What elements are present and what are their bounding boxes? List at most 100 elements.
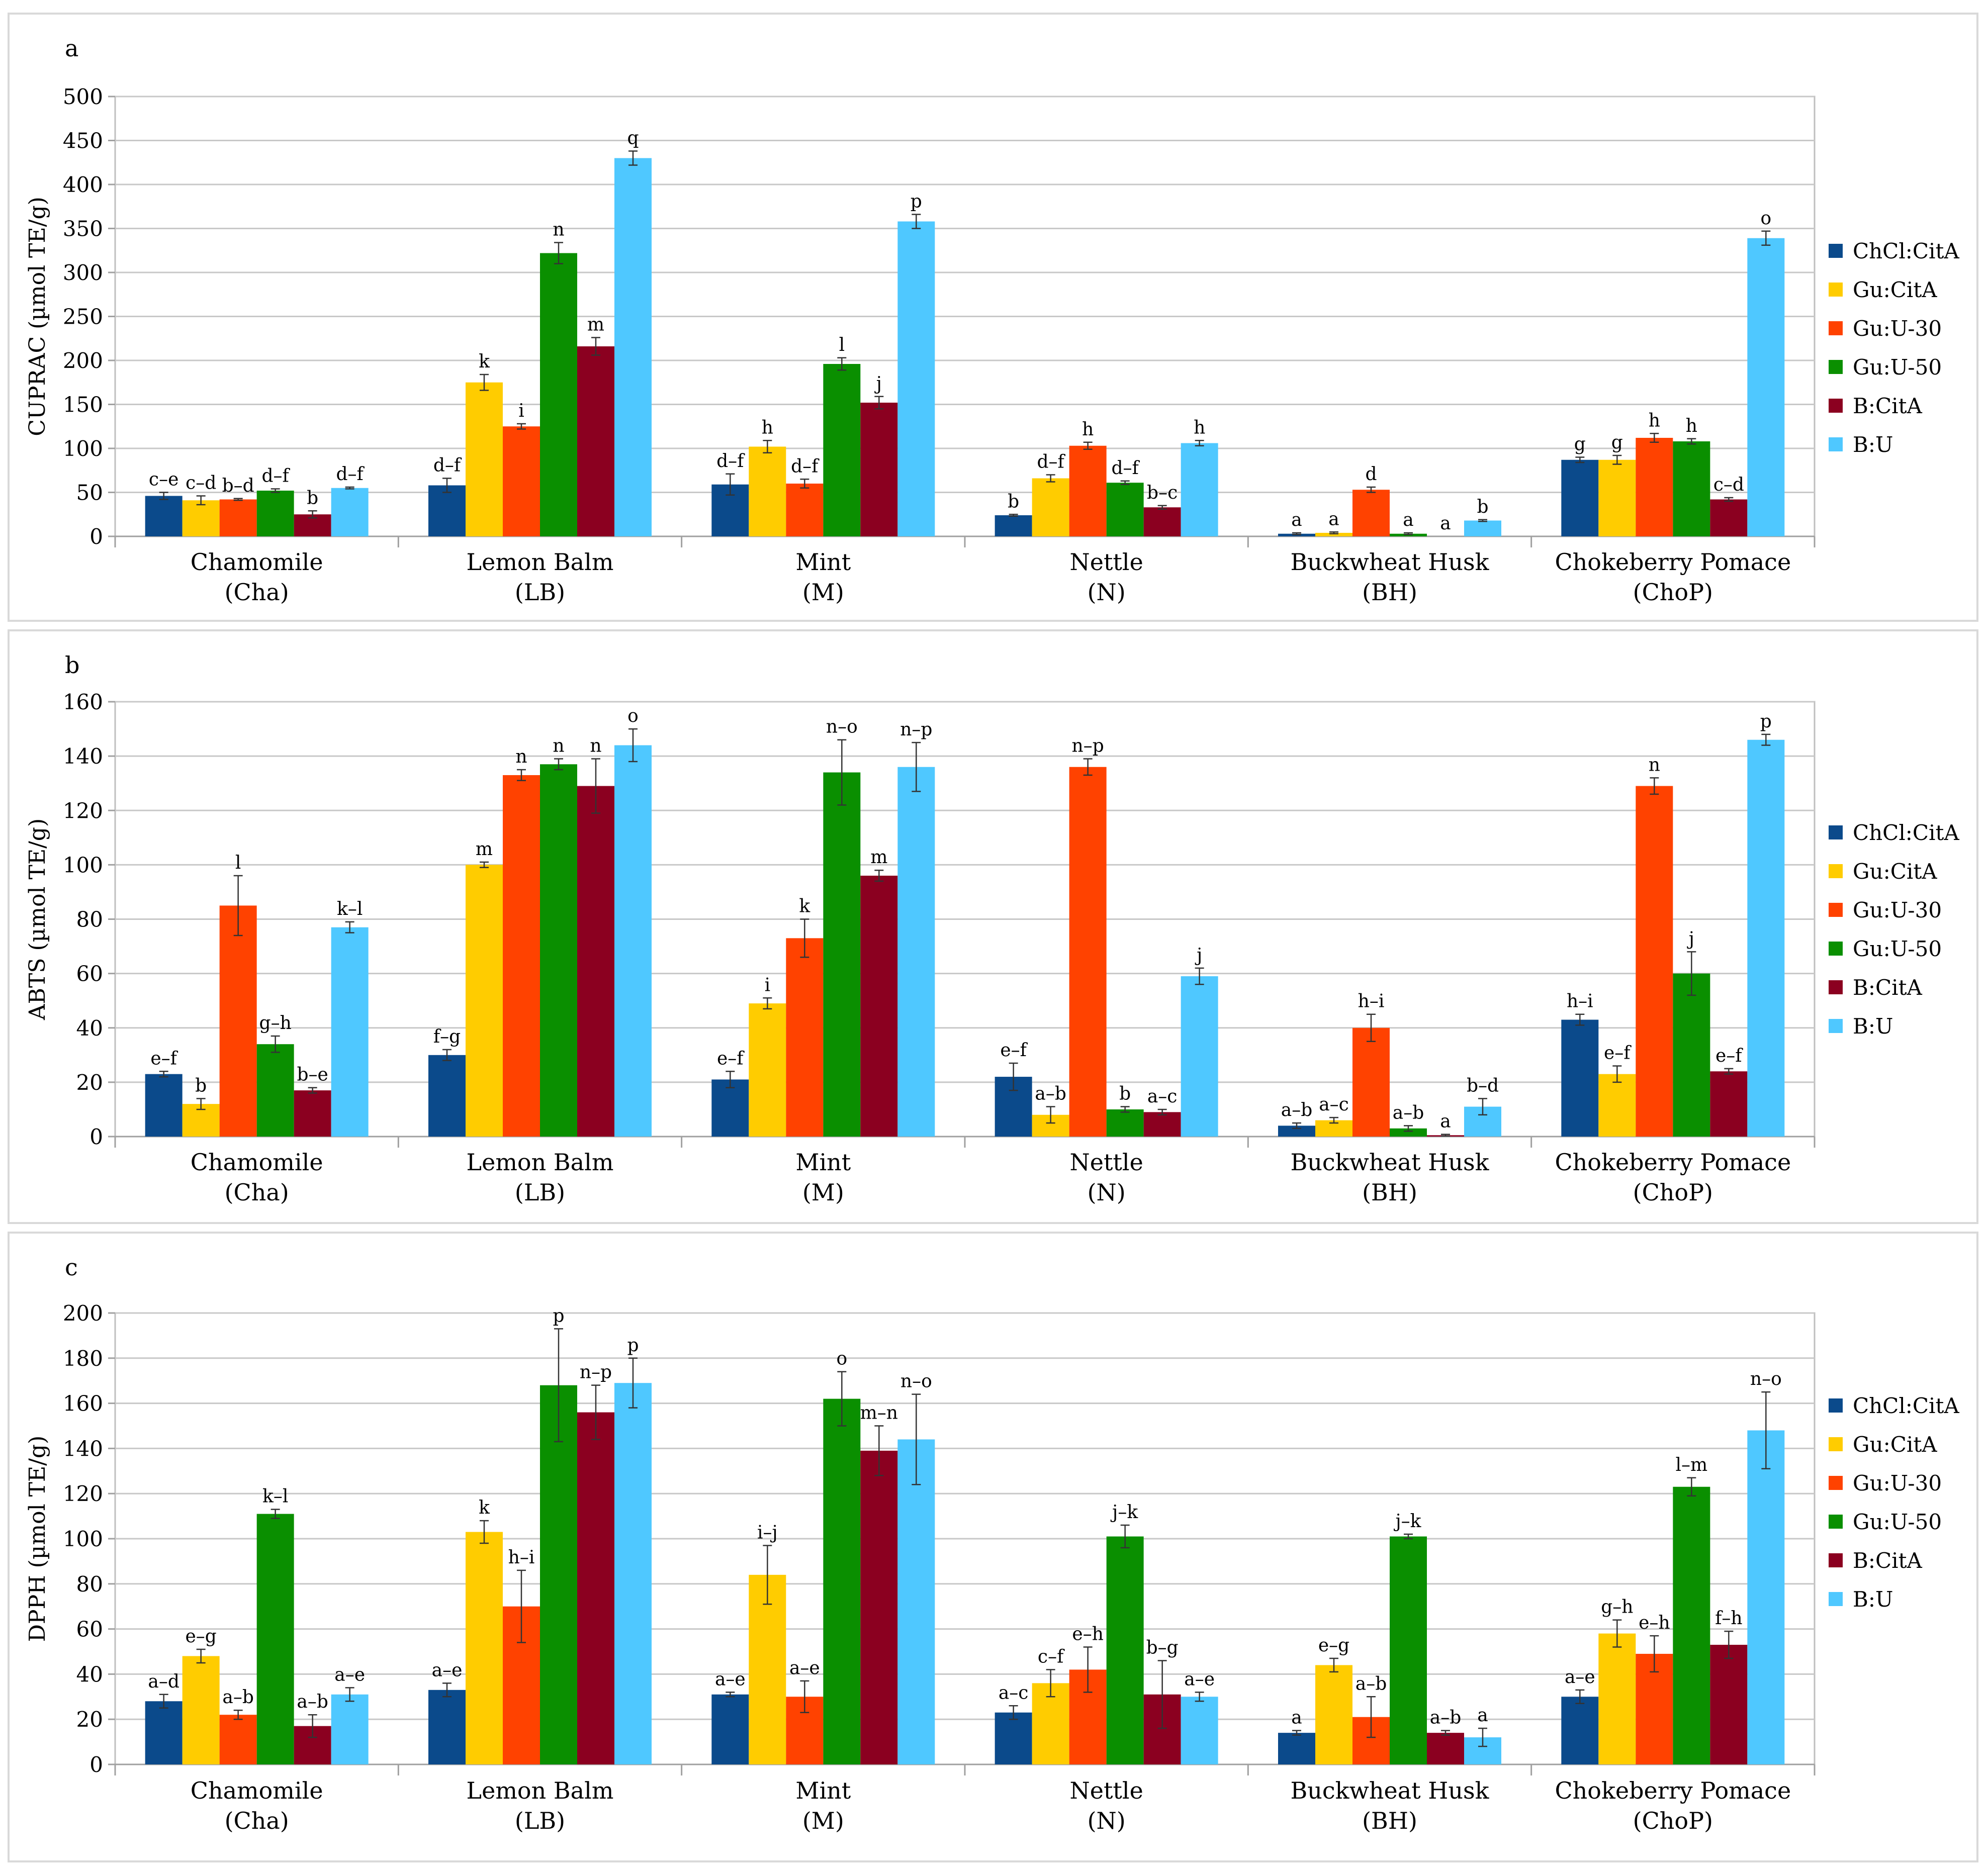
significance-label: o	[1760, 208, 1771, 229]
bar	[145, 1701, 183, 1764]
bar	[1143, 507, 1181, 536]
category-label: Nettle	[1069, 1149, 1143, 1176]
y-tick-label: 80	[76, 1572, 103, 1597]
bar	[860, 1450, 898, 1764]
legend-swatch	[1829, 283, 1843, 297]
legend-entry: Gu:U-50	[1853, 1510, 1942, 1534]
significance-label: e–g	[185, 1626, 216, 1647]
bar	[786, 484, 824, 536]
category-label: Chokeberry Pomace	[1555, 1149, 1791, 1176]
significance-label: n–o	[826, 717, 858, 737]
significance-label: m	[870, 847, 887, 868]
bar	[182, 1656, 220, 1764]
bar	[1710, 1071, 1748, 1137]
legend-entry: B:U	[1853, 1014, 1893, 1039]
y-tick-label: 20	[76, 1070, 103, 1095]
legend-swatch	[1829, 1437, 1843, 1451]
legend-entry: Gu:U-30	[1853, 1471, 1942, 1495]
y-tick-label: 0	[89, 1752, 103, 1777]
significance-label: a–e	[334, 1664, 365, 1685]
significance-label: n–p	[900, 719, 932, 740]
bar	[428, 485, 466, 536]
bar	[1106, 483, 1144, 536]
category-sublabel: (N)	[1088, 1179, 1126, 1206]
category-label: Nettle	[1069, 548, 1143, 576]
bar	[1106, 1109, 1144, 1137]
bar	[1598, 1074, 1636, 1137]
bar	[503, 426, 540, 536]
significance-label: a–e	[1184, 1669, 1215, 1690]
bar	[1673, 441, 1710, 536]
significance-label: c–d	[1713, 475, 1744, 495]
significance-label: e–f	[1000, 1040, 1028, 1061]
legend-entry: B:CitA	[1853, 1548, 1922, 1573]
y-tick-label: 120	[63, 798, 103, 823]
panel-a: a 0 50 100 150 200 250 300 350 400 450 500 CUPRAC (…	[8, 13, 1978, 622]
significance-label: a–b	[1430, 1708, 1462, 1728]
panel-c: c 0 20 40 60 80 100 120 140 160 180 200 DPPH (µmol …	[8, 1232, 1978, 1862]
bar	[1710, 1645, 1748, 1764]
category-sublabel: (M)	[802, 579, 844, 606]
legend-entry: ChCl:CitA	[1853, 1393, 1959, 1418]
significance-label: g	[1611, 432, 1623, 453]
significance-label: e–f	[1715, 1046, 1743, 1066]
category-sublabel: (LB)	[515, 1807, 565, 1834]
y-tick-label: 140	[63, 744, 103, 769]
significance-label: k–l	[337, 899, 363, 919]
legend-entry: B:U	[1853, 1587, 1893, 1612]
significance-label: n–o	[900, 1371, 932, 1392]
significance-label: e–f	[150, 1048, 178, 1069]
y-tick-label: 40	[76, 1662, 103, 1687]
significance-label: n–p	[1072, 736, 1104, 757]
bar	[1315, 533, 1352, 536]
category-label: Lemon Balm	[467, 1149, 614, 1176]
bar	[219, 1715, 257, 1764]
bar	[614, 745, 652, 1137]
significance-label: a–e	[715, 1669, 746, 1690]
significance-label: h–i	[1567, 991, 1593, 1012]
bar	[1710, 499, 1748, 536]
bar	[331, 927, 369, 1137]
legend-entry: Gu:CitA	[1853, 277, 1937, 302]
y-tick-label: 160	[63, 690, 103, 714]
legend-swatch	[1829, 1553, 1843, 1567]
significance-label: b	[1119, 1084, 1131, 1104]
bar	[749, 446, 786, 536]
bar	[1427, 1733, 1464, 1764]
significance-label: i	[518, 401, 524, 421]
significance-label: i	[765, 975, 771, 995]
significance-label: n	[553, 736, 564, 757]
category-sublabel: (ChoP)	[1633, 579, 1713, 606]
bar	[540, 1385, 577, 1764]
y-axis-label: DPPH (µmol TE/g)	[25, 1436, 50, 1642]
category-label: Buckwheat Husk	[1290, 1777, 1489, 1804]
significance-label: a	[1328, 509, 1339, 529]
y-tick-label: 500	[63, 84, 103, 109]
significance-label: g–h	[259, 1013, 292, 1034]
legend-entry: B:CitA	[1853, 975, 1922, 1000]
significance-label: l–m	[1676, 1455, 1708, 1475]
legend-swatch	[1829, 360, 1843, 374]
significance-label: d–f	[1037, 452, 1065, 473]
legend-swatch	[1829, 980, 1843, 994]
significance-label: a–c	[1319, 1094, 1349, 1115]
bar	[1561, 459, 1599, 536]
bar	[466, 1532, 503, 1764]
legend-entry: Gu:CitA	[1853, 859, 1937, 884]
significance-label: p	[1760, 711, 1772, 732]
category-sublabel: (N)	[1088, 1807, 1126, 1834]
panel-label: a	[65, 35, 79, 62]
bar	[1032, 478, 1069, 536]
significance-label: a–b	[1393, 1102, 1424, 1123]
y-tick-label: 180	[63, 1346, 103, 1371]
bar	[466, 382, 503, 536]
significance-label: p	[553, 1305, 564, 1326]
category-label: Chamomile	[191, 1777, 323, 1804]
category-sublabel: (BH)	[1362, 579, 1417, 606]
legend-swatch	[1829, 437, 1843, 451]
legend-swatch	[1829, 1398, 1843, 1413]
bar	[860, 876, 898, 1137]
significance-label: b–d	[1467, 1075, 1499, 1096]
bar	[897, 221, 935, 536]
significance-label: n	[553, 220, 564, 240]
